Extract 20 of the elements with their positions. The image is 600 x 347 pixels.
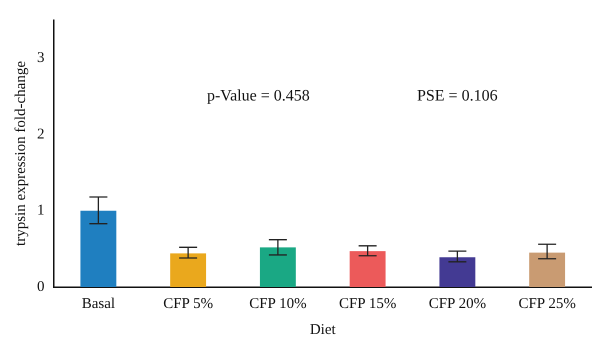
annotation: p-Value = 0.458 xyxy=(206,87,310,104)
y-tick-label: 2 xyxy=(37,126,44,142)
y-tick-label: 0 xyxy=(37,278,44,295)
x-tick-label: Basal xyxy=(82,296,116,312)
bar xyxy=(260,247,296,287)
bar xyxy=(80,210,116,287)
x-axis-title: Diet xyxy=(310,322,336,338)
annotation: PSE = 0.106 xyxy=(416,87,498,104)
x-tick-label: CFP 15% xyxy=(338,296,396,312)
bar xyxy=(170,253,206,287)
x-tick-label: CFP 5% xyxy=(163,296,214,312)
bar xyxy=(529,252,566,287)
x-tick-label: CFP 10% xyxy=(249,296,307,312)
x-tick-label: CFP 25% xyxy=(518,296,576,312)
bar xyxy=(439,257,476,287)
bar xyxy=(350,251,386,287)
y-axis-title: trypsin expression fold-change xyxy=(12,60,29,246)
y-tick-label: 3 xyxy=(37,50,44,66)
x-tick-label: CFP 20% xyxy=(428,296,486,312)
y-tick-label: 1 xyxy=(37,202,44,219)
